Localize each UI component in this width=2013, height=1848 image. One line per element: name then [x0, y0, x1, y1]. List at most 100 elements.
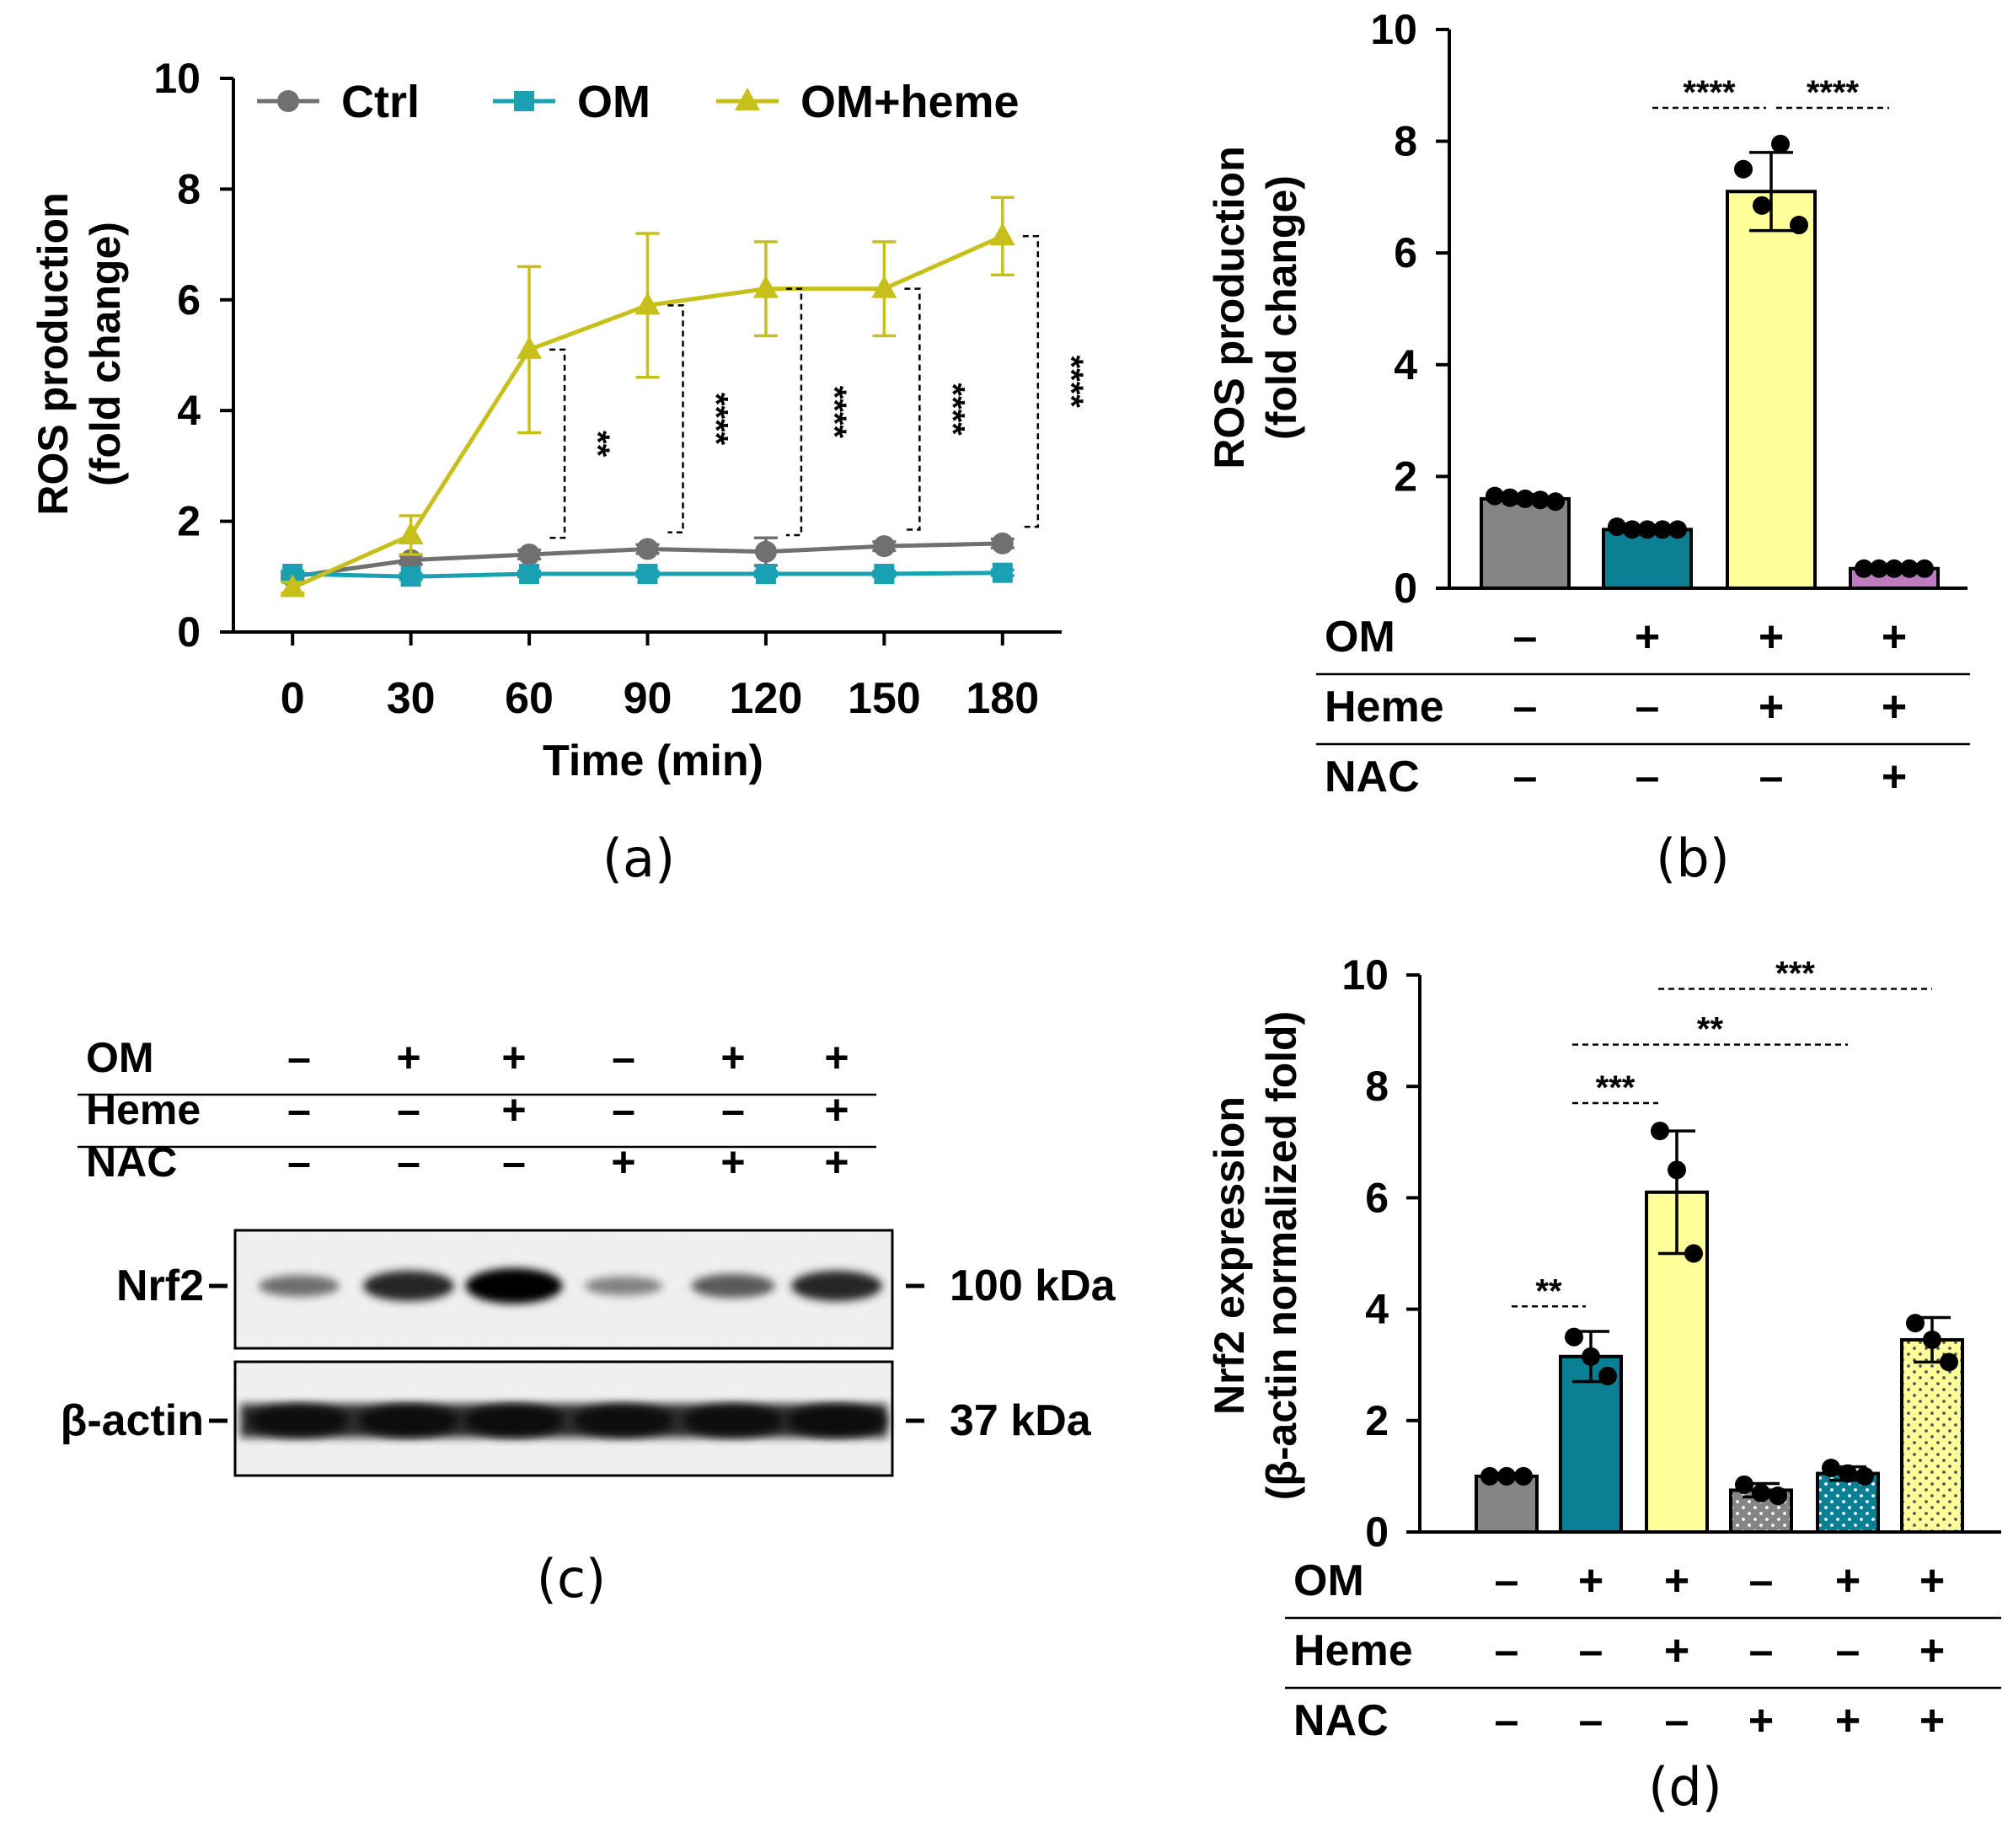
d-y-tick-label: 4	[1365, 1286, 1389, 1333]
d-y-tick-label: 8	[1365, 1063, 1389, 1110]
d-cond-om-3: –	[1749, 1556, 1774, 1605]
d-point-0	[1514, 1466, 1533, 1486]
b-y-tick-label: 2	[1394, 453, 1417, 500]
b-sig-stars-0: ****	[1683, 74, 1736, 111]
b-cond-om-2: +	[1759, 613, 1784, 662]
c-cond-nac-5: +	[824, 1138, 849, 1186]
d-y-label-0: Nrf2 expression	[1206, 1096, 1253, 1415]
a-legend-marker-Ctrl	[277, 90, 299, 112]
a-point-Ctrl	[518, 544, 541, 566]
a-y-tick-label: 0	[177, 608, 201, 656]
b-cond-label-heme: Heme	[1325, 683, 1444, 731]
c-cond-nac-0: –	[287, 1138, 311, 1186]
a-point-OM	[519, 564, 540, 585]
panel-c-western-blot: OM – + + – + + Heme – – + – – + NAC – – – + + + Nrf2 100 kDa β-…	[61, 1034, 1116, 1477]
b-point-0	[1546, 492, 1565, 512]
b-point-0	[1516, 489, 1534, 508]
b-point-1	[1668, 520, 1687, 539]
b-point-3	[1870, 559, 1888, 578]
b-bar-0	[1480, 496, 1571, 590]
b-bar-1	[1602, 528, 1693, 591]
a-sig-stars-90: ****	[698, 393, 735, 446]
c-cond-om-4: +	[720, 1034, 745, 1081]
c-protein-label-0: Nrf2	[116, 1261, 204, 1310]
d-point-3	[1769, 1486, 1787, 1506]
c-cond-heme-3: –	[612, 1086, 635, 1133]
d-cond-heme-4: –	[1836, 1626, 1860, 1675]
d-sig-stars-1: ***	[1596, 1069, 1636, 1106]
c-cond-om-5: +	[824, 1034, 849, 1081]
d-point-2	[1668, 1160, 1686, 1180]
d-point-1	[1582, 1347, 1600, 1366]
d-point-2	[1651, 1122, 1669, 1141]
a-point-Ctrl	[873, 535, 896, 558]
c-size-label-0: 100 kDa	[950, 1261, 1116, 1310]
b-y-tick-label: 6	[1394, 229, 1417, 276]
c-cond-heme-4: –	[721, 1086, 745, 1133]
b-cond-heme-3: +	[1882, 683, 1907, 731]
d-cond-heme-3: –	[1749, 1626, 1774, 1675]
d-y-tick-label: 2	[1365, 1397, 1389, 1444]
b-y-tick-label: 4	[1394, 341, 1417, 388]
panel-b-caption: (b)	[1656, 828, 1730, 889]
d-cond-om-1: +	[1578, 1556, 1603, 1605]
b-y-tick-label: 10	[1370, 6, 1417, 53]
c-cond-om-0: –	[287, 1034, 311, 1081]
a-x-tick-label: 120	[730, 674, 803, 723]
a-x-tick-label: 90	[624, 674, 672, 723]
d-cond-om-5: +	[1919, 1556, 1945, 1605]
a-y-label-0: ROS production	[29, 192, 77, 515]
b-point-0	[1486, 486, 1504, 506]
c-cond-label-heme: Heme	[86, 1086, 201, 1133]
d-y-tick-label: 0	[1365, 1508, 1389, 1556]
d-point-0	[1480, 1466, 1499, 1486]
a-point-OM	[400, 566, 421, 587]
c-cond-nac-1: –	[397, 1138, 420, 1186]
a-point-OM+heme	[517, 335, 543, 359]
d-point-2	[1684, 1244, 1703, 1263]
b-point-2	[1790, 216, 1808, 235]
b-cond-heme-0: –	[1513, 683, 1538, 731]
c-cond-heme-5: +	[824, 1086, 849, 1133]
a-x-tick-label: 180	[966, 674, 1039, 723]
b-cond-label-nac: NAC	[1325, 753, 1420, 801]
c-cond-nac-3: +	[611, 1138, 635, 1186]
d-point-4	[1822, 1458, 1840, 1477]
c-cond-om-3: –	[612, 1034, 635, 1081]
d-y-tick-label: 10	[1341, 951, 1389, 999]
c-band-Nrf2-0	[259, 1275, 340, 1297]
panel-d-bar-chart: 0 2 4 6 8 10 Nrf2 expression (β-actin normalize…	[1206, 951, 2001, 1745]
d-point-4	[1855, 1466, 1874, 1486]
d-cond-label-nac: NAC	[1293, 1696, 1389, 1745]
a-point-OM+heme	[280, 574, 306, 597]
a-legend-label-OM: OM	[577, 77, 650, 127]
a-sig-bracket-120	[785, 287, 803, 537]
b-y-tick-label: 8	[1394, 118, 1417, 165]
a-y-tick-label: 2	[177, 498, 201, 545]
b-point-0	[1531, 490, 1550, 510]
b-point-1	[1638, 520, 1657, 539]
d-point-1	[1565, 1327, 1583, 1347]
a-point-OM+heme	[752, 275, 779, 298]
c-cond-nac-2: –	[502, 1138, 526, 1186]
b-cond-om-1: +	[1635, 613, 1660, 662]
a-y-tick-label: 10	[153, 55, 201, 102]
a-y-tick-label: 8	[177, 165, 201, 212]
a-x-tick-label: 30	[387, 674, 436, 723]
c-band-actin-strip	[240, 1404, 887, 1438]
c-cond-label-om: OM	[86, 1034, 154, 1081]
b-cond-heme-1: –	[1636, 683, 1660, 731]
c-band-Nrf2-5	[791, 1271, 882, 1301]
d-sig-stars-2: **	[1697, 1011, 1724, 1048]
d-bar-pattern-5	[1903, 1341, 1961, 1530]
a-legend-label-OM+heme: OM+heme	[800, 77, 1020, 127]
b-point-1	[1653, 520, 1672, 539]
d-point-5	[1940, 1353, 1958, 1372]
a-sig-bracket-60	[549, 348, 566, 539]
d-cond-label-heme: Heme	[1293, 1626, 1413, 1675]
a-y-tick-label: 6	[177, 276, 201, 324]
d-cond-om-0: –	[1495, 1556, 1519, 1605]
d-cond-nac-3: +	[1748, 1696, 1774, 1745]
a-sig-stars-60: **	[579, 431, 616, 458]
